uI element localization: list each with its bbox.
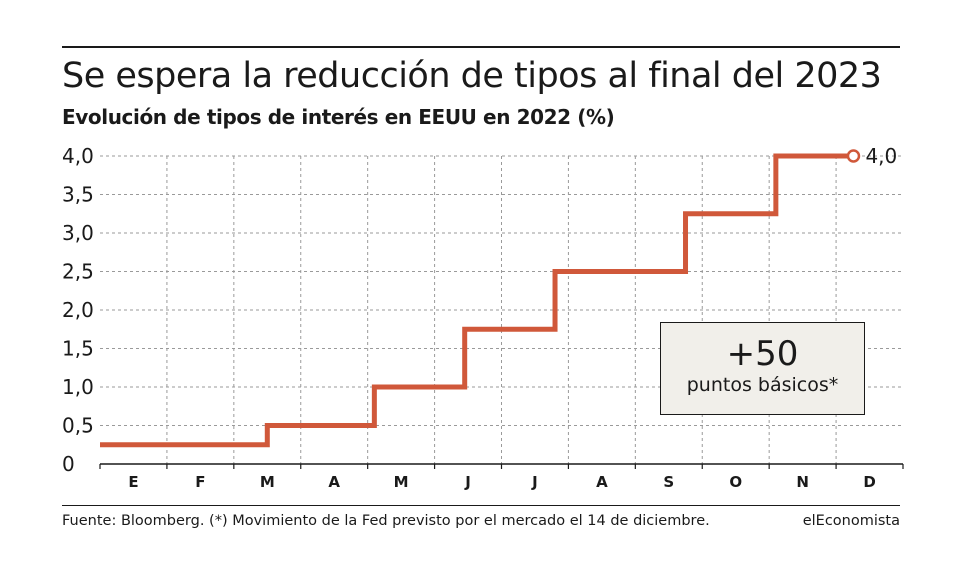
end-point-marker: [846, 149, 861, 163]
x-tick-label: N: [796, 473, 809, 491]
x-tick-label: M: [260, 473, 275, 491]
x-tick-label: J: [464, 473, 471, 491]
y-tick-label: 0,5: [62, 414, 94, 438]
x-tick-label: E: [128, 473, 138, 491]
callout-value: +50: [726, 334, 799, 374]
y-tick-label: 2,5: [62, 260, 94, 284]
x-tick-label: M: [394, 473, 409, 491]
callout-label: puntos básicos*: [686, 374, 839, 396]
y-tick-label: 1,0: [62, 375, 94, 399]
rate-step-line: [100, 153, 850, 448]
y-tick-label: 2,0: [62, 298, 94, 322]
chart-subtitle: Evolución de tipos de interés en EEUU en…: [62, 105, 615, 129]
brand-label: elEconomista: [802, 513, 900, 529]
x-tick-label: A: [328, 473, 340, 491]
y-tick-label: 4,0: [62, 144, 94, 168]
y-tick-label: 1,5: [62, 337, 94, 361]
y-tick-label: 3,0: [62, 221, 94, 245]
end-value-label: 4,0: [865, 144, 897, 168]
x-tick-label: F: [195, 473, 205, 491]
x-tick-label: O: [729, 473, 742, 491]
x-tick-label: A: [596, 473, 608, 491]
top-rule: [62, 46, 900, 48]
x-tick-label: J: [531, 473, 538, 491]
callout-box: +50 puntos básicos*: [660, 322, 865, 415]
chart-title: Se espera la reducción de tipos al final…: [62, 56, 882, 96]
x-tick-label: S: [663, 473, 674, 491]
source-note: Fuente: Bloomberg. (*) Movimiento de la …: [62, 513, 710, 529]
y-tick-label: 0: [62, 452, 75, 476]
x-tick-label: D: [863, 473, 875, 491]
y-tick-label: 3,5: [62, 183, 94, 207]
footer-rule: [62, 505, 900, 506]
